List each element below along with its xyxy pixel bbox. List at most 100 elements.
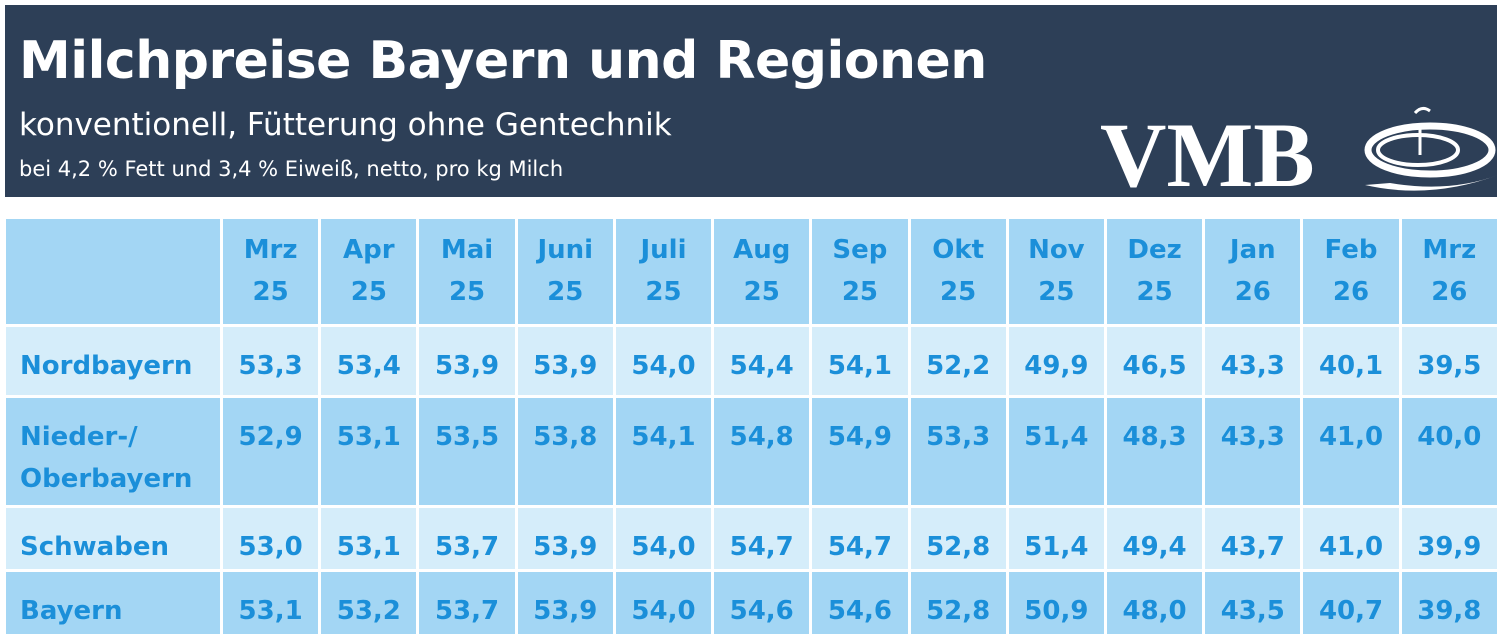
- price-cell: 40,1: [1303, 327, 1399, 395]
- price-cell: 43,3: [1205, 398, 1301, 505]
- price-cell: 39,5: [1401, 327, 1497, 395]
- column-header: Okt 25: [910, 219, 1006, 324]
- column-header: Juli 25: [615, 219, 712, 324]
- row-label: Nordbayern: [6, 327, 220, 395]
- note: bei 4,2 % Fett und 3,4 % Eiweiß, netto, …: [19, 157, 564, 181]
- price-cell: 53,4: [321, 327, 417, 395]
- price-cell: 54,1: [615, 398, 712, 505]
- price-cell: 49,9: [1008, 327, 1104, 395]
- price-cell: 54,6: [812, 572, 908, 634]
- data-row: Schwaben 53,0 53,1 53,7 53,9 54,0 54,7 54,7 52,8…: [6, 508, 1497, 569]
- data-row: Bayern 53,1 53,2 53,7 53,9 54,0 54,6 54,6 52,8 50…: [6, 572, 1497, 634]
- price-cell: 54,7: [812, 508, 908, 569]
- price-cell: 52,8: [910, 572, 1006, 634]
- month: Okt: [932, 235, 985, 265]
- price-cell: 53,8: [517, 398, 613, 505]
- price-cell: 51,4: [1008, 398, 1104, 505]
- price-cell: 39,8: [1401, 572, 1497, 634]
- price-cell: 53,5: [419, 398, 515, 505]
- logo-swirl: [1364, 106, 1498, 191]
- column-header: Juni 25: [517, 219, 613, 324]
- price-cell: 54,0: [615, 327, 712, 395]
- year: 25: [350, 277, 387, 307]
- data-row: Nordbayern 53,3 53,4 53,9 53,9 54,0 54,4 54,1 52…: [6, 327, 1497, 395]
- price-cell: 54,0: [615, 508, 712, 569]
- month: Juli: [640, 235, 687, 265]
- month: Mai: [440, 235, 494, 265]
- price-cell: 53,9: [517, 327, 613, 395]
- column-header: Mrz 26: [1401, 219, 1497, 324]
- price-cell: 54,7: [714, 508, 810, 569]
- price-cell: 53,7: [419, 572, 515, 634]
- price-cell: 53,9: [517, 572, 613, 634]
- price-cell: 53,1: [223, 572, 319, 634]
- price-cell: 52,9: [223, 398, 319, 505]
- year: 25: [743, 277, 780, 307]
- data-row: Nieder-/ Oberbayern 52,9 53,1 53,5 53,8 54,1 5…: [6, 398, 1497, 505]
- price-cell: 48,0: [1106, 572, 1203, 634]
- price-cell: 43,3: [1205, 327, 1301, 395]
- month: Juni: [537, 235, 594, 265]
- year: 26: [1332, 277, 1370, 307]
- price-cell: 46,5: [1106, 327, 1203, 395]
- month: Nov: [1028, 235, 1085, 265]
- price-cell: 53,3: [223, 327, 319, 395]
- title: Milchpreise Bayern und Regionen: [19, 31, 987, 91]
- price-cell: 54,9: [812, 398, 908, 505]
- column-header: Apr 25: [321, 219, 417, 324]
- year: 25: [252, 277, 289, 307]
- year: 25: [645, 277, 682, 307]
- month: Aug: [733, 235, 791, 265]
- year: 25: [940, 277, 977, 307]
- column-header: Aug 25: [714, 219, 810, 324]
- column-header: Mrz 25: [223, 219, 319, 324]
- price-cell: 53,9: [517, 508, 613, 569]
- month: Dez: [1127, 235, 1182, 265]
- price-cell: 48,3: [1106, 398, 1203, 505]
- month: Jan: [1229, 235, 1276, 265]
- row-label: Nieder-/ Oberbayern: [6, 398, 220, 505]
- price-cell: 39,9: [1401, 508, 1497, 569]
- price-cell: 53,9: [419, 327, 515, 395]
- column-header: Jan 26: [1205, 219, 1301, 324]
- header: Milchpreise Bayern und Regionen konventi…: [5, 5, 1498, 201]
- column-header: Sep 25: [812, 219, 908, 324]
- price-cell: 40,7: [1303, 572, 1399, 634]
- price-cell: 54,1: [812, 327, 908, 395]
- corner-cell: [6, 219, 220, 324]
- month: Mrz: [243, 235, 298, 265]
- column-header: Dez 25: [1106, 219, 1203, 324]
- price-cell: 54,0: [615, 572, 712, 634]
- price-cell: 41,0: [1303, 508, 1399, 569]
- year: 26: [1431, 277, 1468, 307]
- price-cell: 54,4: [714, 327, 810, 395]
- year: 26: [1234, 277, 1271, 307]
- month: Mrz: [1422, 235, 1477, 265]
- price-cell: 54,6: [714, 572, 810, 634]
- row-label: Bayern: [6, 572, 220, 634]
- price-cell: 40,0: [1401, 398, 1497, 505]
- year: 25: [1136, 277, 1173, 307]
- price-cell: 53,1: [321, 398, 417, 505]
- price-cell: 53,2: [321, 572, 417, 634]
- column-header: Feb 26: [1303, 219, 1399, 324]
- price-cell: 50,9: [1008, 572, 1104, 634]
- logo: VMB: [1100, 104, 1315, 206]
- column-header: Nov 25: [1008, 219, 1104, 324]
- price-cell: 53,1: [321, 508, 417, 569]
- table-body: Mrz 25 Apr 25 Mai 25 Juni 25 Juli 25 Aug 25 Sep 25 Okt…: [6, 219, 1497, 634]
- price-cell: 52,8: [910, 508, 1006, 569]
- year: 25: [1038, 277, 1075, 307]
- year: 25: [448, 277, 486, 307]
- subtitle: konventionell, Fütterung ohne Gentechnik: [19, 107, 672, 143]
- price-cell: 52,2: [910, 327, 1006, 395]
- price-cell: 53,3: [910, 398, 1006, 505]
- price-table: Mrz 25 Apr 25 Mai 25 Juni 25 Juli 25 Aug 25 Sep 25 Okt…: [3, 216, 1500, 637]
- price-cell: 43,7: [1205, 508, 1301, 569]
- year: 25: [547, 277, 584, 307]
- row-label: Schwaben: [6, 508, 220, 569]
- column-header: Mai 25: [419, 219, 515, 324]
- price-cell: 43,5: [1205, 572, 1301, 634]
- price-cell: 53,7: [419, 508, 515, 569]
